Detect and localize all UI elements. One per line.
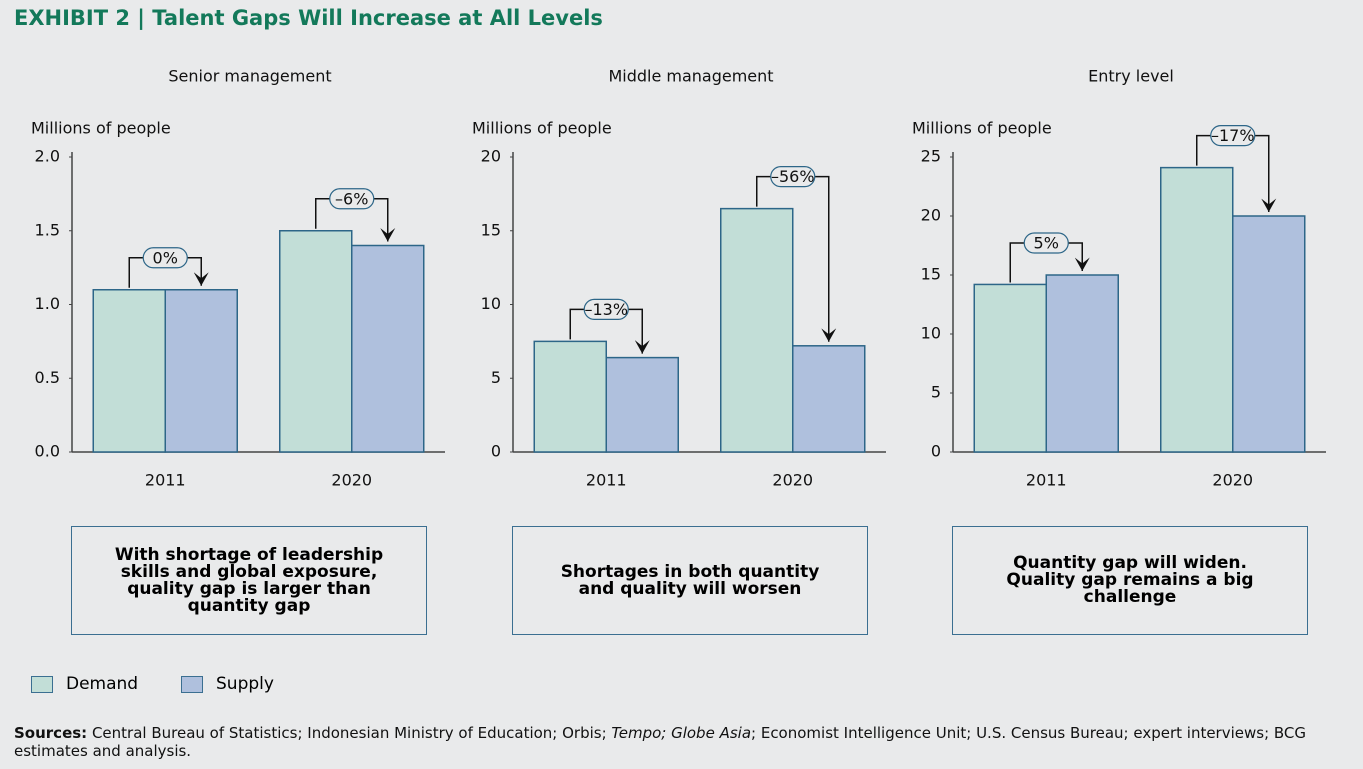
gap-label: –56% xyxy=(771,167,815,186)
gap-label: 5% xyxy=(1034,234,1059,253)
x-tick-label: 2011 xyxy=(1026,471,1067,490)
bar xyxy=(1045,274,1119,453)
bar xyxy=(792,345,866,453)
y-tick-label: 5 xyxy=(931,383,941,402)
bar xyxy=(1232,215,1306,453)
y-tick-label: 5 xyxy=(491,368,501,387)
x-tick-label: 2011 xyxy=(586,471,627,490)
x-tick-label: 2020 xyxy=(331,471,372,490)
y-tick-label: 15 xyxy=(481,220,501,239)
y-tick-label: 10 xyxy=(921,324,941,343)
legend-swatch xyxy=(31,675,53,693)
y-tick-label: 25 xyxy=(921,147,941,166)
gap-badge xyxy=(770,166,816,188)
caption: Shortages in both quantity and quality w… xyxy=(512,526,868,635)
x-tick-label: 2020 xyxy=(772,471,813,490)
legend-item: Demand xyxy=(31,674,138,694)
x-tick-label: 2020 xyxy=(1212,471,1253,490)
y-tick-label: 1.0 xyxy=(35,294,60,313)
legend-label: Supply xyxy=(216,674,274,694)
legend-swatch xyxy=(181,675,203,693)
legend-label: Demand xyxy=(66,674,139,694)
gap-label: –17% xyxy=(1211,126,1255,145)
sources-label: Sources: xyxy=(14,724,88,742)
y-tick-label: 1.5 xyxy=(35,220,60,239)
sources-text: Tempo; Globe Asia xyxy=(611,724,752,742)
y-tick-label: 0 xyxy=(491,442,501,461)
bar xyxy=(533,340,607,453)
caption: Quantity gap will widen. Quality gap rem… xyxy=(952,526,1308,635)
sources-text: ; Economist Intelligence Unit; U.S. Cens… xyxy=(14,724,1307,760)
x-tick-label: 2011 xyxy=(145,471,186,490)
y-tick-label: 20 xyxy=(481,147,501,166)
y-axis-label: Millions of people xyxy=(912,119,1052,138)
bar xyxy=(720,207,794,453)
gap-label: –13% xyxy=(584,300,628,319)
bar xyxy=(164,289,238,453)
chart-title: Middle management xyxy=(608,67,773,86)
bar xyxy=(605,356,679,453)
y-tick-label: 0.0 xyxy=(35,442,60,461)
y-tick-label: 0 xyxy=(931,442,941,461)
y-axis-label: Millions of people xyxy=(31,119,171,138)
y-tick-label: 0.5 xyxy=(35,368,60,387)
caption: With shortage of leadership skills and g… xyxy=(71,526,427,635)
y-tick-label: 2.0 xyxy=(35,147,60,166)
sources-text: Central Bureau of Statistics; Indonesian… xyxy=(87,724,612,742)
gap-badge xyxy=(1210,125,1256,147)
bar xyxy=(1160,166,1234,453)
legend-item: Supply xyxy=(181,674,274,694)
gap-label: –6% xyxy=(335,189,368,208)
gap-badge xyxy=(1023,232,1069,254)
y-axis-label: Millions of people xyxy=(472,119,612,138)
bar xyxy=(92,289,166,453)
bar xyxy=(973,283,1047,453)
exhibit-title: EXHIBIT 2 | Talent Gaps Will Increase at… xyxy=(14,6,603,30)
gap-badge xyxy=(142,247,188,269)
bar xyxy=(351,244,425,453)
gap-label: 0% xyxy=(153,248,178,267)
gap-badge xyxy=(329,188,375,210)
y-tick-label: 10 xyxy=(481,294,501,313)
bar xyxy=(279,230,353,453)
chart-title: Entry level xyxy=(1088,67,1174,86)
gap-badge xyxy=(583,298,629,320)
y-tick-label: 20 xyxy=(921,206,941,225)
chart-title: Senior management xyxy=(168,67,331,86)
sources: Sources: Central Bureau of Statistics; I… xyxy=(14,724,1334,760)
y-tick-label: 15 xyxy=(921,265,941,284)
